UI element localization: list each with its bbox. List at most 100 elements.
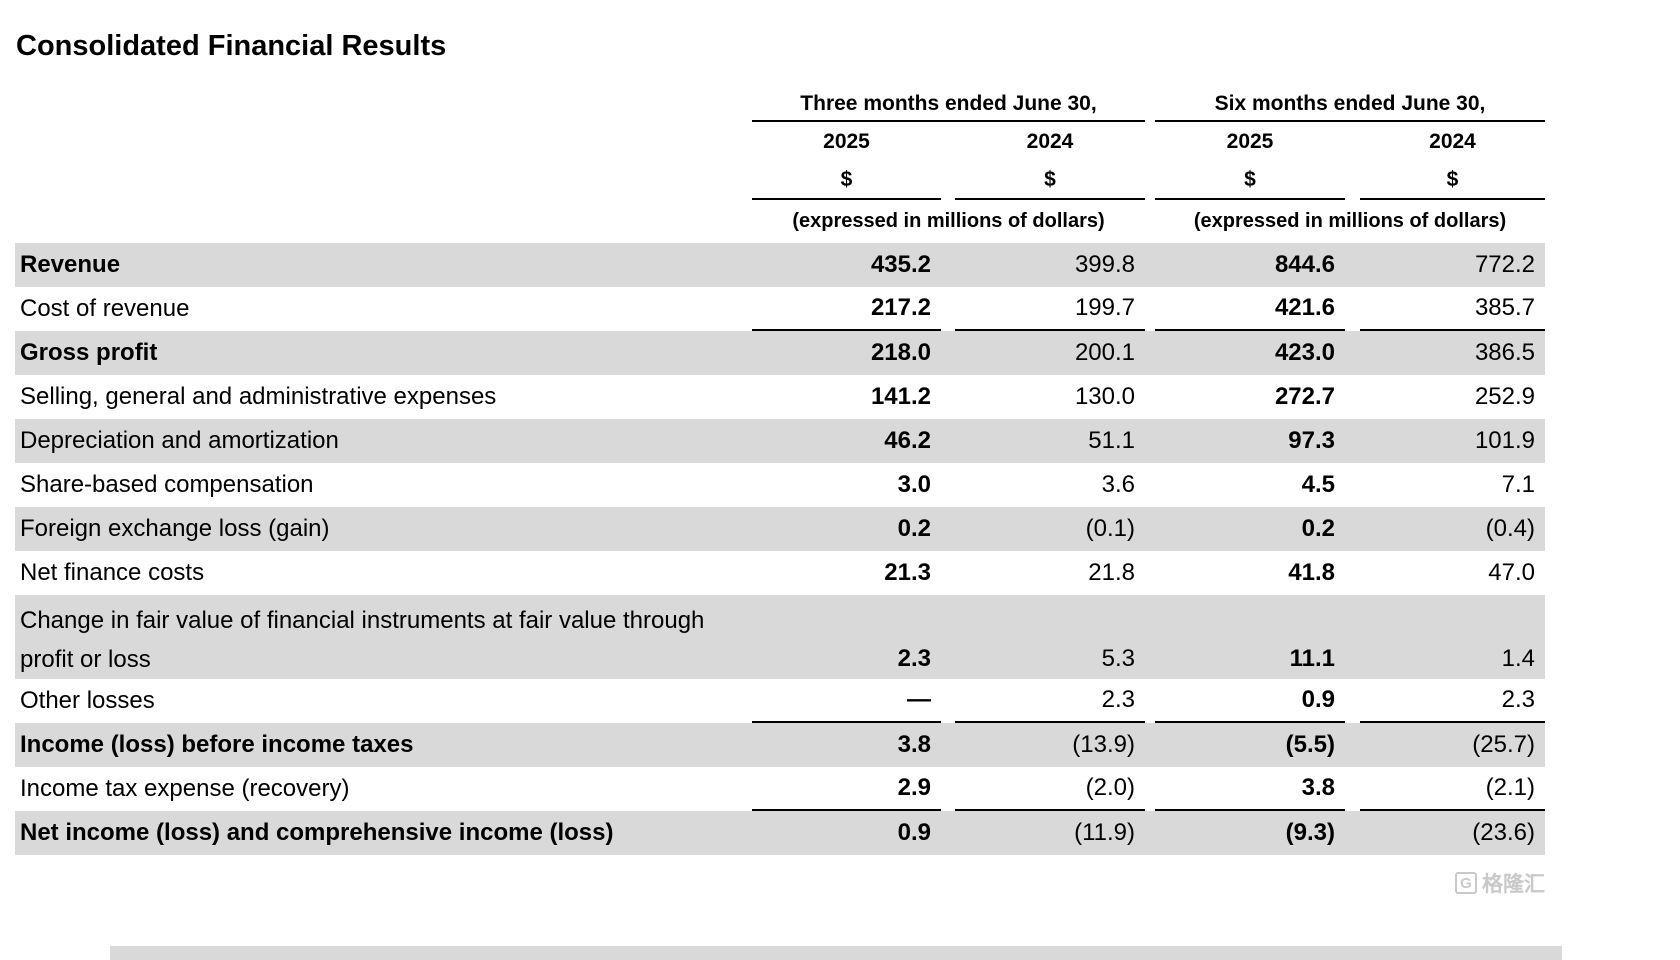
value-cell: 5.3 [1101, 645, 1135, 672]
value-cell: 101.9 [1474, 427, 1535, 454]
value-cell: 3.8 [1155, 767, 1345, 811]
value-cell: 11.1 [1289, 645, 1335, 672]
value-cell: 47.0 [1488, 559, 1535, 586]
table-row: Foreign exchange loss (gain) 0.2 (0.1) 0.2 (… [15, 507, 1545, 551]
row-label: Net finance costs [20, 559, 205, 586]
table-row: Depreciation and amortization 46.2 51.1 97.… [15, 419, 1545, 463]
table-row: Net income (loss) and comprehensive inco… [15, 811, 1545, 855]
value-cell: 0.9 [897, 819, 931, 846]
value-cell: (25.7) [1472, 731, 1535, 758]
table-body: Revenue 435.2 399.8 844.6 772.2 Cost of reven… [15, 243, 1545, 855]
value-cell: 844.6 [1274, 251, 1335, 278]
value-cell: (13.9) [1072, 731, 1135, 758]
value-cell: 51.1 [1088, 427, 1135, 454]
spacer-cell [15, 122, 752, 162]
dollar-sign: $ [752, 162, 941, 200]
year-header-2024-q: 2024 [1026, 130, 1074, 153]
watermark-text: 格隆汇 [1482, 873, 1545, 896]
gelonghui-logo-icon: G [1455, 872, 1477, 894]
value-cell: 46.2 [884, 427, 931, 454]
year-header-2025-q: 2025 [823, 130, 870, 153]
value-cell: — [752, 679, 941, 723]
table-header: Three months ended June 30, Six months e… [15, 88, 1545, 243]
value-cell: 2.9 [752, 767, 941, 811]
year-header-row: 2025 2024 2025 2024 [15, 122, 1545, 162]
value-cell: 3.0 [897, 471, 931, 498]
unit-note-three-months: (expressed in millions of dollars) [792, 210, 1105, 232]
row-label: Change in fair value of financial instru… [20, 607, 705, 673]
row-label: Income tax expense (recovery) [20, 775, 350, 802]
table-row: Cost of revenue 217.2 199.7 421.6 385.7 [15, 287, 1545, 331]
financial-table: Three months ended June 30, Six months e… [15, 88, 1545, 855]
value-cell: (11.9) [1074, 819, 1135, 846]
value-cell: 386.5 [1474, 339, 1535, 366]
value-cell: 130.0 [1074, 383, 1135, 410]
value-cell: 272.7 [1274, 383, 1335, 410]
value-cell: 7.1 [1501, 471, 1535, 498]
row-label: Depreciation and amortization [20, 427, 339, 454]
value-cell: 772.2 [1474, 251, 1535, 278]
page-title: Consolidated Financial Results [16, 30, 447, 62]
table-row: Revenue 435.2 399.8 844.6 772.2 [15, 243, 1545, 287]
spacer-cell [15, 200, 752, 243]
table-row: Gross profit 218.0 200.1 423.0 386.5 [15, 331, 1545, 375]
watermark-gelonghui: G 格隆汇 [1455, 868, 1545, 898]
value-cell: 200.1 [1074, 339, 1135, 366]
value-cell: 385.7 [1360, 287, 1545, 331]
row-label: Cost of revenue [20, 295, 190, 322]
currency-header-row: $ $ $ $ [15, 162, 1545, 200]
value-cell: 21.8 [1088, 559, 1135, 586]
value-cell: (0.4) [1485, 515, 1535, 542]
unit-note-row: (expressed in millions of dollars) (expr… [15, 200, 1545, 243]
value-cell: 3.6 [1101, 471, 1135, 498]
value-cell: 41.8 [1288, 559, 1335, 586]
value-cell: 218.0 [870, 339, 931, 366]
value-cell: 2.3 [955, 679, 1145, 723]
row-label: Income (loss) before income taxes [20, 731, 414, 758]
value-cell: (23.6) [1472, 819, 1535, 846]
value-cell: (5.5) [1285, 731, 1335, 758]
row-label: Net income (loss) and comprehensive inco… [20, 819, 614, 846]
row-label: Share-based compensation [20, 471, 314, 498]
value-cell: 141.2 [870, 383, 931, 410]
value-cell: 3.8 [897, 731, 931, 758]
value-cell: 217.2 [752, 287, 941, 331]
value-cell: 252.9 [1474, 383, 1535, 410]
unit-note-six-months: (expressed in millions of dollars) [1193, 210, 1507, 232]
value-cell: 399.8 [1074, 251, 1135, 278]
value-cell: 199.7 [955, 287, 1145, 331]
value-cell: 0.2 [1301, 515, 1335, 542]
value-cell: (2.1) [1360, 767, 1545, 811]
value-cell: 0.9 [1155, 679, 1345, 723]
table-row: Income (loss) before income taxes 3.8 (13.… [15, 723, 1545, 767]
table-row: Net finance costs 21.3 21.8 41.8 47.0 [15, 551, 1545, 595]
table-row: Change in fair value of financial instru… [15, 595, 1545, 679]
year-header-2024-h: 2024 [1429, 130, 1476, 153]
row-label: Selling, general and administrative expe… [20, 383, 497, 410]
row-label: Revenue [20, 251, 121, 278]
value-cell: 435.2 [870, 251, 931, 278]
table-row: Selling, general and administrative expe… [15, 375, 1545, 419]
value-cell: 21.3 [884, 559, 931, 586]
table-row: Income tax expense (recovery) 2.9 (2.0) 3.8… [15, 767, 1545, 811]
row-label: Foreign exchange loss (gain) [20, 515, 330, 542]
table-row: Share-based compensation 3.0 3.6 4.5 7.1 [15, 463, 1545, 507]
spacer-cell [15, 162, 752, 200]
value-cell: (9.3) [1285, 819, 1335, 846]
dollar-sign: $ [1155, 162, 1345, 200]
value-cell: (2.0) [955, 767, 1145, 811]
partial-row-strip [110, 946, 1562, 960]
column-group-row: Three months ended June 30, Six months e… [15, 88, 1545, 122]
value-cell: 421.6 [1155, 287, 1345, 331]
table-row: Other losses —2.3 0.9 2.3 [15, 679, 1545, 723]
col-group-six-months: Six months ended June 30, [1155, 88, 1545, 122]
value-cell: (0.1) [1085, 515, 1135, 542]
row-label: Other losses [20, 687, 155, 714]
value-cell: 2.3 [1360, 679, 1545, 723]
year-header-2025-h: 2025 [1226, 130, 1274, 153]
value-cell: 423.0 [1274, 339, 1335, 366]
value-cell: 4.5 [1301, 471, 1335, 498]
value-cell: 0.2 [897, 515, 931, 542]
row-label: Gross profit [20, 339, 158, 366]
